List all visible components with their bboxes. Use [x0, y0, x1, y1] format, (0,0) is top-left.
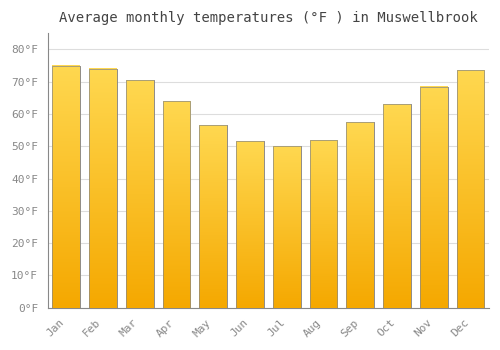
Bar [310, 140, 338, 308]
Bar [236, 141, 264, 308]
Bar [346, 122, 374, 308]
Bar [162, 101, 190, 308]
Bar [162, 101, 190, 308]
Bar [236, 141, 264, 308]
Bar [200, 125, 227, 308]
Title: Average monthly temperatures (°F ) in Muswellbrook: Average monthly temperatures (°F ) in Mu… [59, 11, 478, 25]
Bar [126, 80, 154, 308]
Bar [420, 86, 448, 308]
Bar [52, 65, 80, 308]
Bar [346, 122, 374, 308]
Bar [273, 146, 300, 308]
Bar [456, 70, 484, 308]
Bar [273, 146, 300, 308]
Bar [383, 104, 411, 308]
Bar [89, 69, 117, 308]
Bar [126, 80, 154, 308]
Bar [456, 70, 484, 308]
Bar [310, 140, 338, 308]
Bar [420, 86, 448, 308]
Bar [52, 65, 80, 308]
Bar [383, 104, 411, 308]
Bar [200, 125, 227, 308]
Bar [89, 69, 117, 308]
